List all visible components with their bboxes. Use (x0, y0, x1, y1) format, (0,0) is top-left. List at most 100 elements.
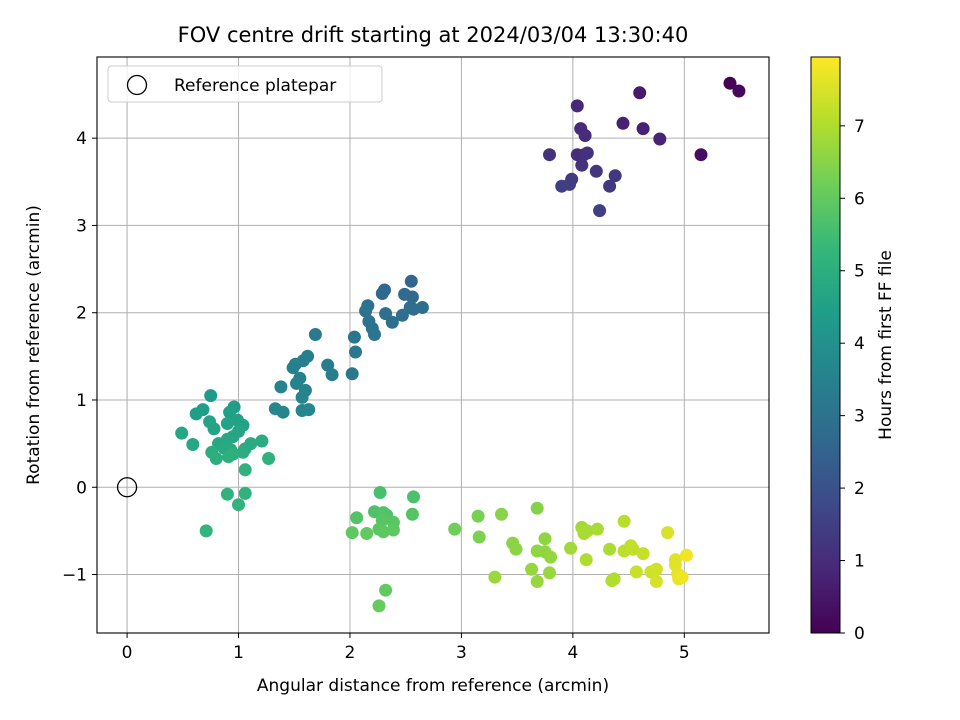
y-tick-label: −1 (62, 566, 87, 586)
plot-area: 0 1 2 3 4 5 −1 0 1 2 3 4 (62, 56, 770, 663)
data-point (407, 490, 420, 504)
x-axis-label: Angular distance from reference (arcmin) (257, 676, 609, 696)
data-point (580, 146, 594, 160)
data-point (378, 283, 391, 297)
plot-background (97, 57, 769, 633)
data-point (204, 389, 218, 403)
data-point (379, 583, 393, 597)
data-point (236, 445, 250, 459)
data-point (347, 330, 361, 344)
data-point (209, 452, 223, 465)
data-point (244, 437, 258, 451)
data-point (238, 463, 252, 477)
data-point (448, 522, 462, 536)
data-point (345, 367, 359, 381)
x-tick-label: 5 (679, 643, 690, 663)
data-point (694, 148, 708, 162)
data-point (578, 129, 592, 142)
data-point (649, 575, 663, 588)
data-point (603, 542, 617, 556)
data-point (649, 562, 663, 576)
data-point (590, 522, 604, 536)
data-point (286, 361, 300, 375)
data-point (405, 507, 419, 521)
data-point (530, 501, 544, 515)
legend-entry-label: Reference platepar (174, 76, 336, 96)
data-point (579, 553, 593, 567)
data-point (653, 132, 667, 146)
y-tick-label: 0 (76, 478, 87, 498)
data-point (495, 507, 508, 521)
colorbar: 0 1 2 3 4 5 6 7 Hours from first FF file (810, 56, 896, 644)
data-point (661, 526, 675, 540)
data-point (238, 486, 252, 500)
data-point (603, 179, 617, 193)
data-point (376, 525, 390, 539)
data-point (633, 86, 647, 100)
data-point (608, 169, 622, 183)
data-point (207, 422, 221, 436)
plot-frame (96, 56, 770, 634)
y-tick-label: 4 (76, 129, 87, 149)
data-point (538, 532, 552, 546)
colorbar-tick-label: 1 (854, 552, 865, 572)
data-point (509, 542, 523, 556)
data-point (575, 158, 589, 172)
colorbar-tick-label: 2 (854, 479, 865, 499)
data-point (360, 527, 374, 540)
data-point (220, 487, 234, 501)
data-point (262, 452, 276, 465)
data-point (617, 514, 631, 528)
data-point (525, 562, 539, 576)
y-tick-label: 2 (76, 304, 87, 324)
data-point (302, 403, 316, 417)
colorbar-ticks: 0 1 2 3 4 5 6 7 (840, 117, 865, 644)
data-point (616, 116, 630, 130)
data-point (404, 274, 418, 288)
data-point (555, 179, 569, 193)
colorbar-tick-label: 6 (854, 189, 865, 209)
data-point (186, 438, 200, 451)
data-point (723, 76, 737, 90)
data-point (274, 380, 288, 394)
data-point (290, 376, 303, 390)
data-point (544, 550, 558, 564)
data-point (589, 164, 603, 178)
chart-title: FOV centre drift starting at 2024/03/04 … (178, 23, 689, 47)
data-point (629, 565, 643, 579)
data-point (373, 486, 387, 499)
data-point (636, 547, 650, 561)
data-point (199, 524, 213, 538)
legend-box (107, 65, 383, 103)
colorbar-tick-label: 7 (854, 117, 865, 137)
data-point (732, 84, 746, 98)
data-point (543, 148, 556, 162)
data-point (472, 530, 486, 544)
data-point (395, 308, 409, 322)
data-point (368, 328, 381, 341)
y-axis-ticks: −1 0 1 2 3 4 (62, 129, 97, 586)
data-point (577, 527, 591, 540)
data-point (325, 368, 339, 382)
data-point (564, 541, 578, 555)
data-point (471, 509, 485, 523)
data-point (372, 599, 386, 613)
legend: Reference platepar (107, 65, 383, 103)
data-point (570, 99, 584, 113)
colorbar-gradient (810, 56, 841, 634)
data-point (255, 434, 269, 448)
data-point (680, 548, 693, 562)
data-point (308, 328, 322, 341)
data-point (530, 575, 544, 588)
x-axis-ticks: 0 1 2 3 4 5 (122, 633, 690, 663)
colorbar-tick-label: 4 (854, 334, 865, 354)
data-point (189, 407, 203, 421)
data-point (223, 405, 237, 419)
x-tick-label: 2 (345, 643, 356, 663)
data-point (232, 498, 245, 512)
data-point (175, 426, 189, 440)
colorbar-label: Hours from first FF file (876, 250, 896, 440)
data-point (386, 523, 400, 537)
data-point (226, 447, 240, 461)
